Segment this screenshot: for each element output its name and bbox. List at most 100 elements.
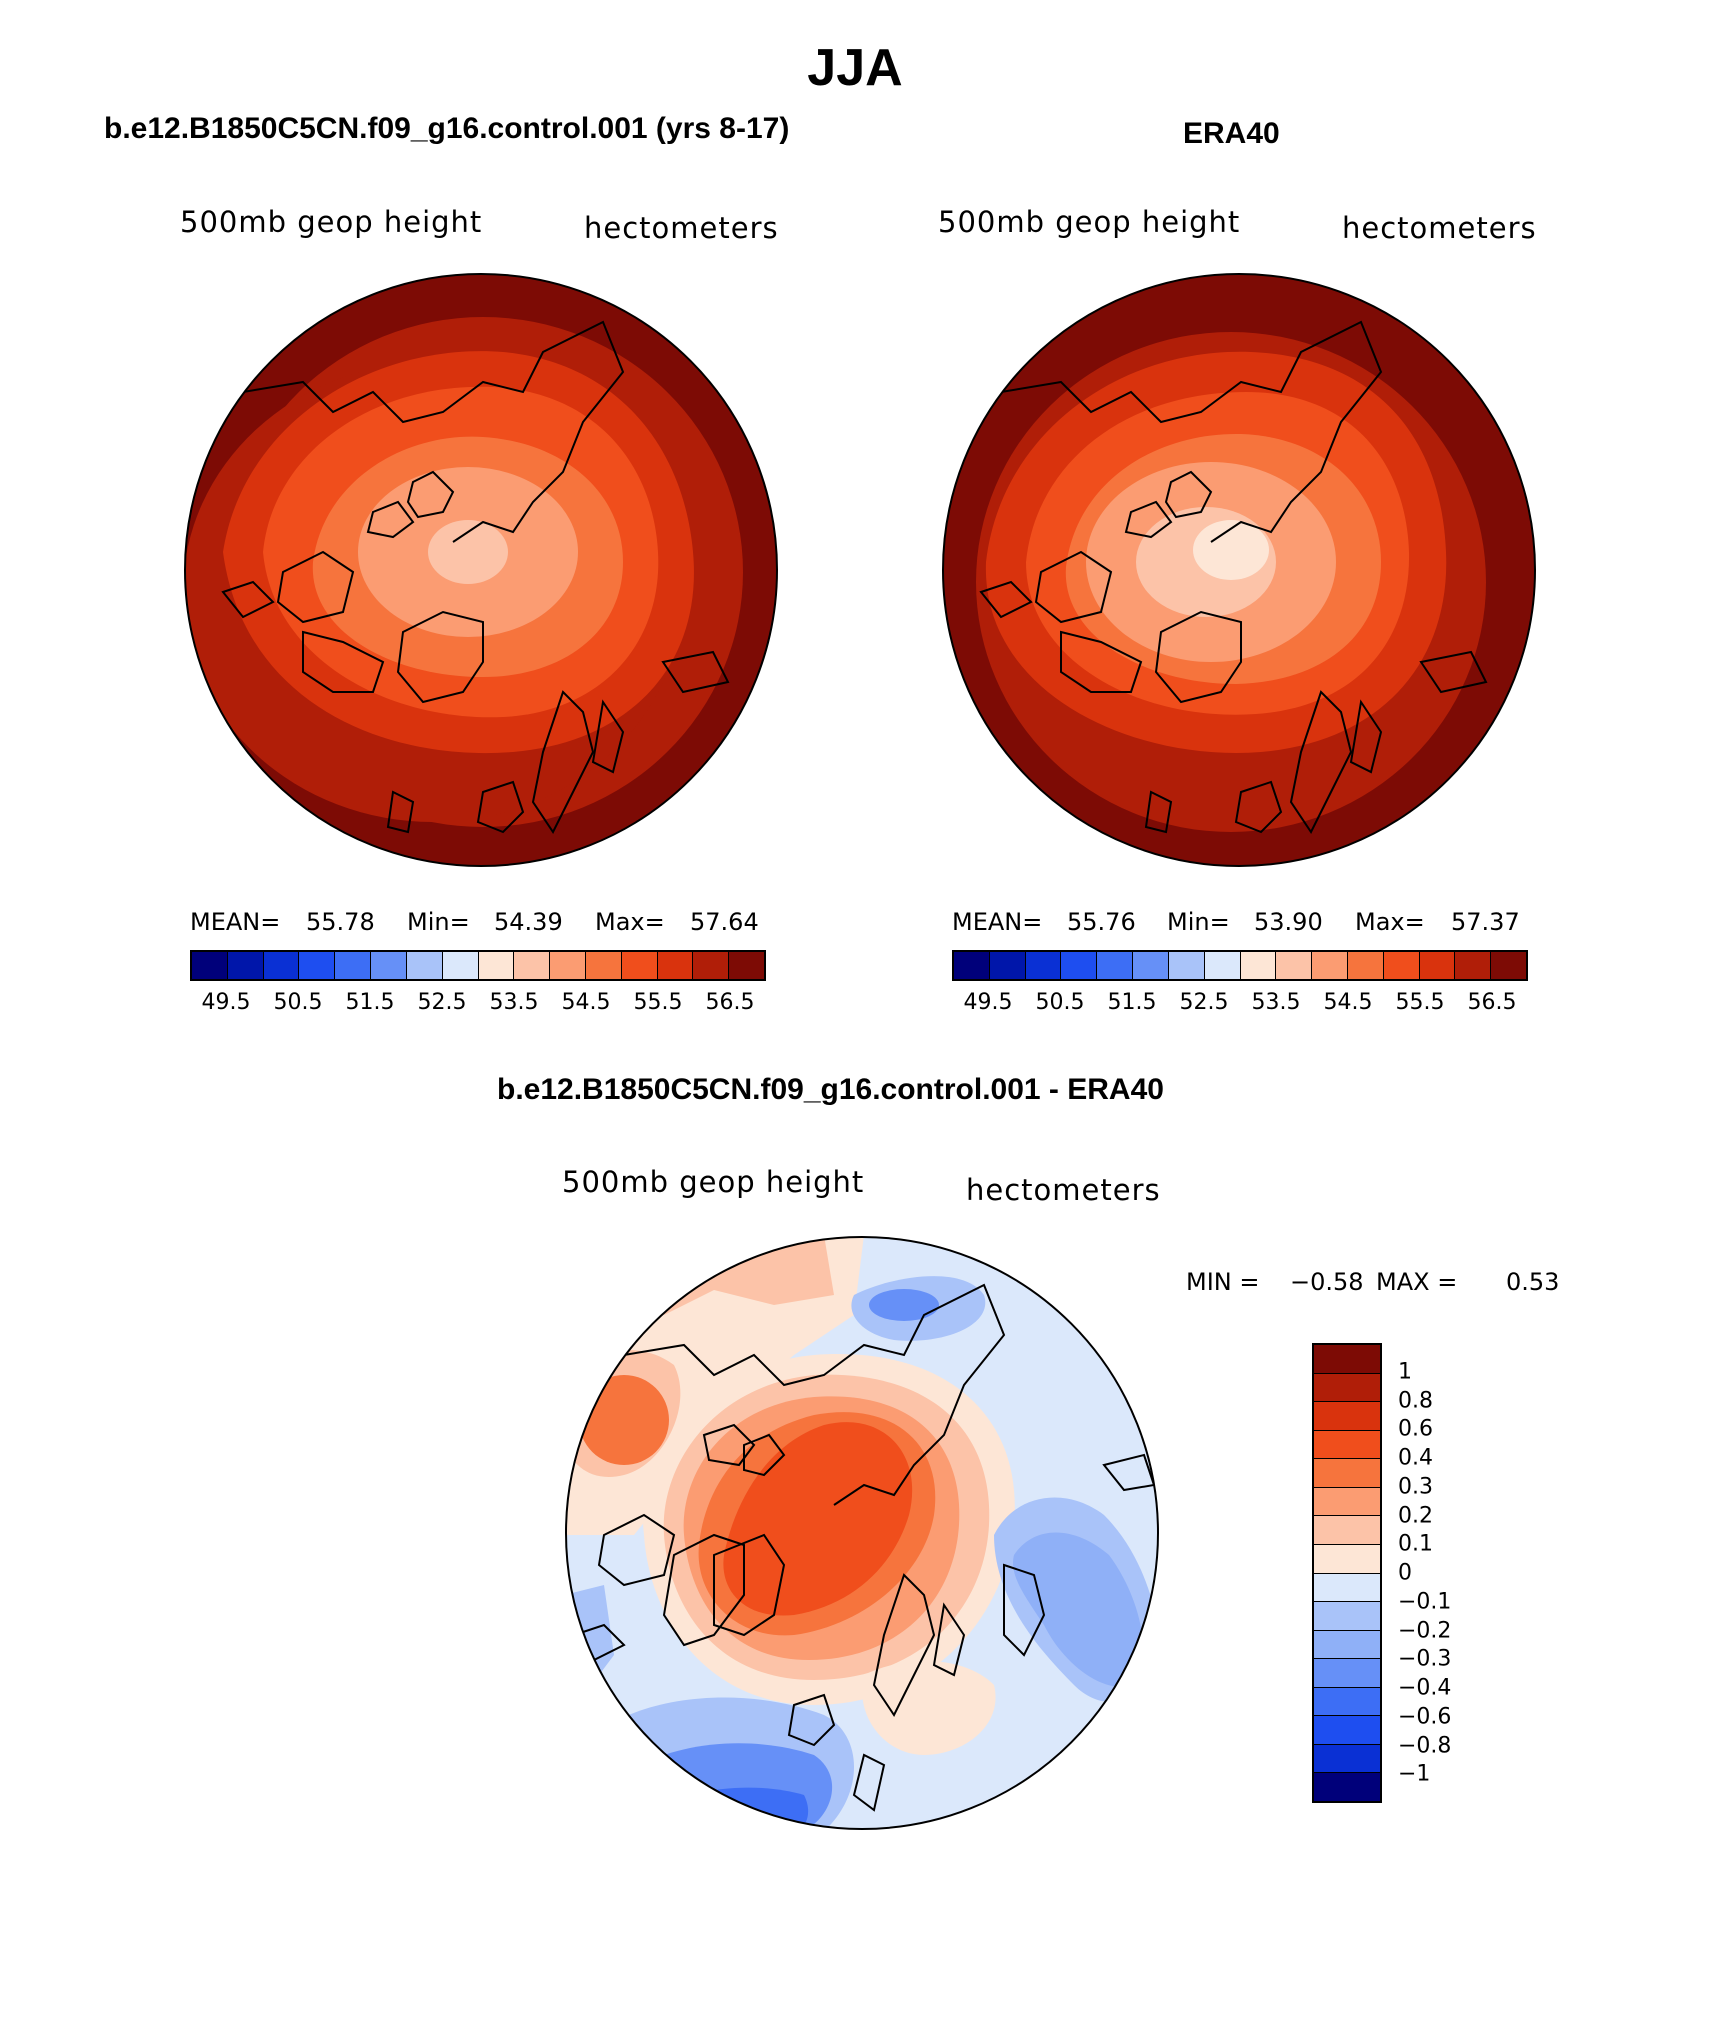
diff-panel-units-label: hectometers [966,1173,1161,1207]
colorbar-swatch [1312,952,1348,979]
colorbar-tick-label: 56.5 [1467,990,1517,1015]
colorbar-swatch [1240,952,1277,979]
colorbar-tick-label: 56.5 [705,990,755,1015]
panel-2-mean-label: MEAN= [952,908,1043,936]
colorbar-swatch [1314,1544,1380,1574]
colorbar-swatch [1314,1402,1380,1431]
colorbar-swatch [1314,1459,1380,1488]
colorbar-swatch [621,952,658,979]
colorbar-swatch [1419,952,1456,979]
colorbar-swatch [1383,952,1420,979]
colorbar-tick-label: 50.5 [273,990,323,1015]
colorbar-swatch [1025,952,1062,979]
colorbar-tick-label: 0 [1398,1560,1412,1586]
panel-2-max-label: Max= [1355,908,1425,936]
colorbar-swatch [1314,1687,1380,1717]
colorbar-swatch [514,952,551,979]
colorbar-swatch [192,952,228,979]
panel-2-variable-label: 500mb geop height [938,205,1241,239]
colorbar-tick-label: −1 [1398,1761,1431,1787]
colorbar-tick-label: −0.8 [1398,1733,1452,1758]
colorbar-swatch [1314,1773,1380,1801]
colorbar-swatch [442,952,479,979]
colorbar-swatch [989,952,1026,979]
panel-2-min-value: 53.90 [1254,908,1323,936]
colorbar-swatch [1347,952,1384,979]
colorbar-tick-label: 0.2 [1398,1503,1433,1528]
colorbar-tick-label: 54.5 [561,990,611,1015]
colorbar-tick-label: 0.3 [1398,1474,1433,1500]
diff-min-label: MIN = [1186,1268,1260,1296]
colorbar-tick-label: −0.2 [1398,1618,1452,1643]
colorbar-tick-label: −0.4 [1398,1675,1452,1701]
colorbar-swatch [1276,952,1313,979]
colorbar-tick-label: 0.6 [1398,1416,1433,1442]
colorbar-swatch [299,952,336,979]
panel-1-variable-label: 500mb geop height [180,205,483,239]
panel-1-units-label: hectometers [584,211,779,245]
panel-2-mean-value: 55.76 [1067,908,1136,936]
colorbar-swatch [1204,952,1241,979]
colorbar-swatch [693,952,730,979]
colorbar-swatch [1314,1345,1380,1374]
colorbar-swatch [1491,952,1526,979]
colorbar-tick-label: −0.6 [1398,1704,1452,1730]
diff-panel-title: b.e12.B1850C5CN.f09_g16.control.001 - ER… [497,1073,1164,1106]
colorbar-swatch [1314,1487,1380,1517]
colorbar-swatch [585,952,622,979]
colorbar-swatch [1133,952,1169,979]
diff-colorbar [1312,1343,1382,1803]
colorbar-swatch [1168,952,1205,979]
panel-1-colorbar [190,950,766,981]
colorbar-swatch [1314,1516,1380,1545]
colorbar-swatch [478,952,515,979]
panel-1-min-value: 54.39 [494,908,563,936]
colorbar-swatch [1061,952,1098,979]
colorbar-swatch [657,952,694,979]
colorbar-swatch [954,952,990,979]
colorbar-tick-label: −0.1 [1398,1589,1452,1615]
diff-panel-map [565,1236,1159,1830]
figure-title: JJA [807,39,903,97]
panel-1-mean-label: MEAN= [190,908,281,936]
colorbar-swatch [1314,1602,1380,1631]
colorbar-swatch [1314,1373,1380,1403]
panel-2-map [942,273,1536,867]
panel-1-min-label: Min= [407,908,470,936]
panel-2-colorbar-ticks: 49.5 50.5 51.5 52.5 53.5 54.5 55.5 56.5 [952,990,1528,1020]
colorbar-tick-label: −0.3 [1398,1646,1452,1672]
panel-1-max-value: 57.64 [690,908,759,936]
colorbar-tick-label: 51.5 [345,990,395,1015]
colorbar-swatch [406,952,443,979]
colorbar-tick-label: 52.5 [1179,990,1229,1015]
colorbar-tick-label: 49.5 [201,990,251,1015]
colorbar-tick-label: 55.5 [1395,990,1445,1015]
colorbar-swatch [1314,1716,1380,1745]
colorbar-swatch [1314,1430,1380,1460]
colorbar-tick-label: 53.5 [1251,990,1301,1015]
panel-1-mean-value: 55.78 [306,908,375,936]
panel-1-colorbar-ticks: 49.5 50.5 51.5 52.5 53.5 54.5 55.5 56.5 [190,990,766,1020]
diff-max-label: MAX = [1376,1268,1458,1296]
diff-min-value: −0.58 [1290,1268,1364,1296]
colorbar-swatch [1455,952,1492,979]
colorbar-swatch [550,952,586,979]
panel-1-title: b.e12.B1850C5CN.f09_g16.control.001 (yrs… [104,112,790,145]
colorbar-swatch [1314,1630,1380,1660]
colorbar-swatch [227,952,264,979]
colorbar-tick-label: 1 [1398,1359,1412,1385]
colorbar-swatch [729,952,764,979]
colorbar-tick-label: 0.8 [1398,1388,1433,1413]
panel-2-title: ERA40 [1183,117,1280,150]
colorbar-swatch [1314,1659,1380,1688]
panel-2-max-value: 57.37 [1451,908,1520,936]
colorbar-tick-label: 52.5 [417,990,467,1015]
colorbar-tick-label: 0.1 [1398,1531,1433,1557]
diff-panel-variable-label: 500mb geop height [562,1165,865,1199]
colorbar-swatch [335,952,372,979]
colorbar-swatch [1097,952,1134,979]
colorbar-tick-label: 49.5 [963,990,1013,1015]
colorbar-swatch [371,952,407,979]
panel-2-min-label: Min= [1167,908,1230,936]
colorbar-swatch [1314,1573,1380,1603]
